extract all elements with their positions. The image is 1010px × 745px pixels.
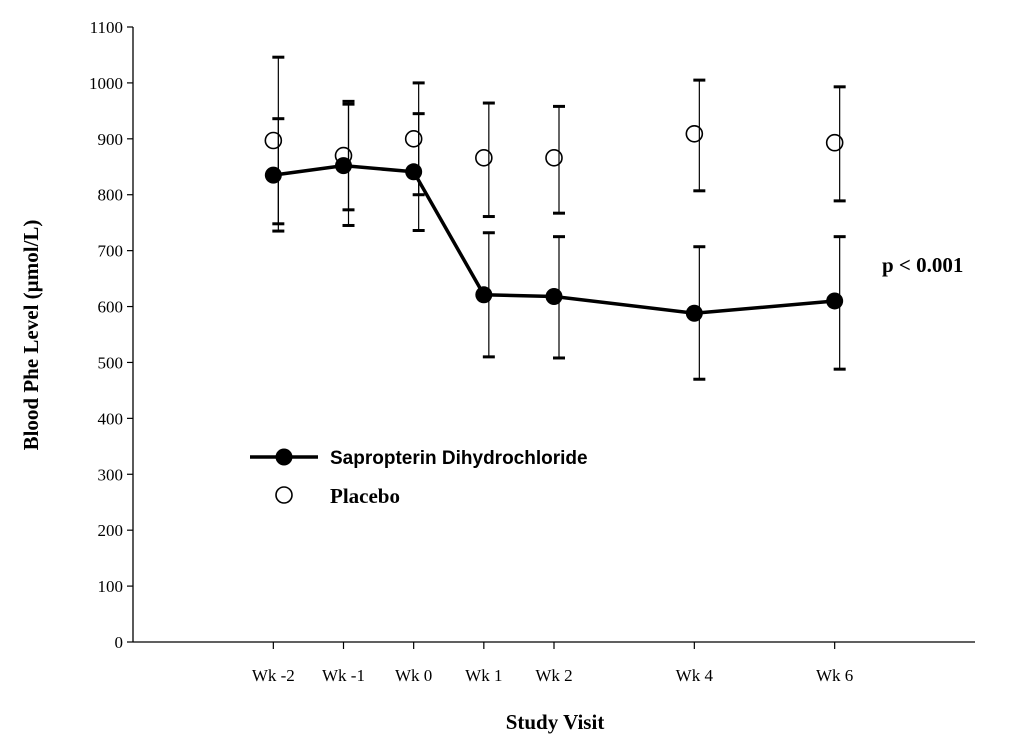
data-point — [405, 163, 423, 181]
legend-marker-sapropterin — [275, 448, 293, 466]
y-tick-label: 300 — [98, 465, 124, 484]
x-tick-label: Wk 0 — [395, 666, 432, 685]
legend: Sapropterin Dihydrochloride Placebo — [250, 448, 588, 508]
data-point — [334, 146, 353, 165]
data-point — [545, 149, 563, 167]
y-tick-label: 1000 — [89, 74, 123, 93]
y-tick-label: 900 — [98, 130, 124, 149]
data-point — [404, 130, 423, 148]
y-axis-label: Blood Phe Level (µmol/L) — [19, 220, 43, 451]
x-tick-label: Wk 6 — [816, 666, 853, 685]
legend-marker-placebo — [275, 486, 293, 504]
series-placebo — [264, 55, 846, 226]
y-tick-label: 0 — [115, 633, 124, 652]
x-tick-label: Wk -1 — [322, 666, 365, 685]
x-tick-label: Wk 2 — [535, 666, 572, 685]
x-tick-label: Wk 4 — [676, 666, 714, 685]
data-point — [475, 149, 493, 167]
x-tick-label: Wk 1 — [465, 666, 502, 685]
data-point — [264, 131, 283, 150]
marks — [264, 55, 846, 381]
data-point — [335, 157, 352, 175]
data-point — [685, 124, 704, 143]
x-tick-label: Wk -2 — [252, 666, 295, 685]
y-tick-label: 200 — [98, 521, 124, 540]
p-value-annotation: p < 0.001 — [882, 253, 963, 277]
series-sapropterin — [264, 102, 846, 381]
data-point — [264, 166, 282, 184]
y-tick-label: 1100 — [90, 18, 123, 37]
y-tick-label: 700 — [98, 242, 124, 261]
data-point — [825, 133, 844, 152]
legend-label-placebo: Placebo — [330, 484, 400, 508]
legend-label-sapropterin: Sapropterin Dihydrochloride — [330, 448, 588, 469]
data-point — [685, 304, 703, 322]
y-tick-label: 100 — [98, 577, 124, 596]
y-tick-label: 500 — [98, 353, 124, 372]
y-tick-label: 800 — [98, 186, 124, 205]
y-tick-label: 400 — [98, 409, 124, 428]
x-axis-label: Study Visit — [506, 710, 605, 734]
axes: 0 100 200 300 400 500 600 700 800 900 1000 1100 Wk -… — [89, 18, 975, 685]
data-point — [475, 286, 493, 304]
data-point — [826, 292, 844, 310]
y-tick-label: 600 — [98, 298, 124, 317]
data-point — [545, 287, 563, 305]
